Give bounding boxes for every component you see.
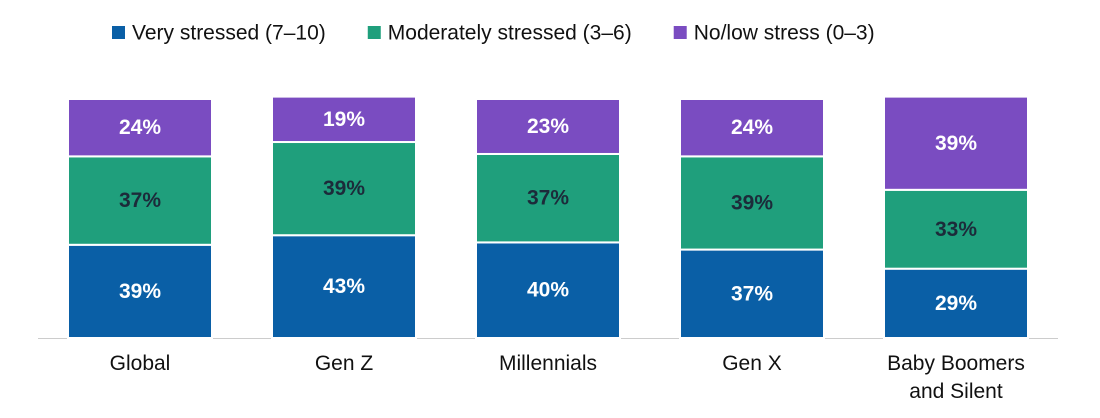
data-label: 37% [119,189,161,212]
legend-swatch [112,26,125,39]
legend-swatch [673,26,687,39]
data-label: 39% [119,280,161,303]
bar-segment [883,95,1029,191]
legend-label: Very stressed (7–10) [132,22,326,45]
data-label: 39% [935,132,977,155]
bar-segment [679,98,825,158]
bar-segment [475,152,621,244]
data-label: 43% [323,275,365,298]
bar-segment [67,155,213,246]
data-label: 37% [527,187,569,210]
data-label: 29% [935,292,977,315]
legend-label: No/low stress (0–3) [694,22,875,45]
data-label: 37% [731,282,773,305]
data-label: 39% [731,192,773,215]
bar-segment [475,98,621,155]
legend-label: Moderately stressed (3–6) [388,22,632,45]
data-label: 33% [935,218,977,241]
data-label: 39% [323,177,365,200]
data-label: 24% [731,116,773,139]
bar-segment [883,188,1029,270]
bar-segment [679,248,825,340]
x-tick-label: Global [109,352,171,375]
data-label: 19% [323,108,365,131]
x-tick-label: Millennials [498,352,598,375]
legend-swatch [367,26,381,39]
data-label: 23% [527,115,569,138]
bar-segment [271,234,417,339]
bar-segment [67,98,213,158]
bar-segment [67,243,213,339]
x-tick-label: Baby Boomers and Silent [887,352,1025,403]
data-label: 40% [527,279,569,302]
data-label: 24% [119,116,161,139]
x-tick-label: Gen Z [314,352,374,375]
x-tick-label: Gen X [722,352,782,375]
bar-segment [271,95,417,144]
bar-segment [883,267,1029,339]
bar-segment [475,241,621,339]
bar-segment [679,155,825,251]
